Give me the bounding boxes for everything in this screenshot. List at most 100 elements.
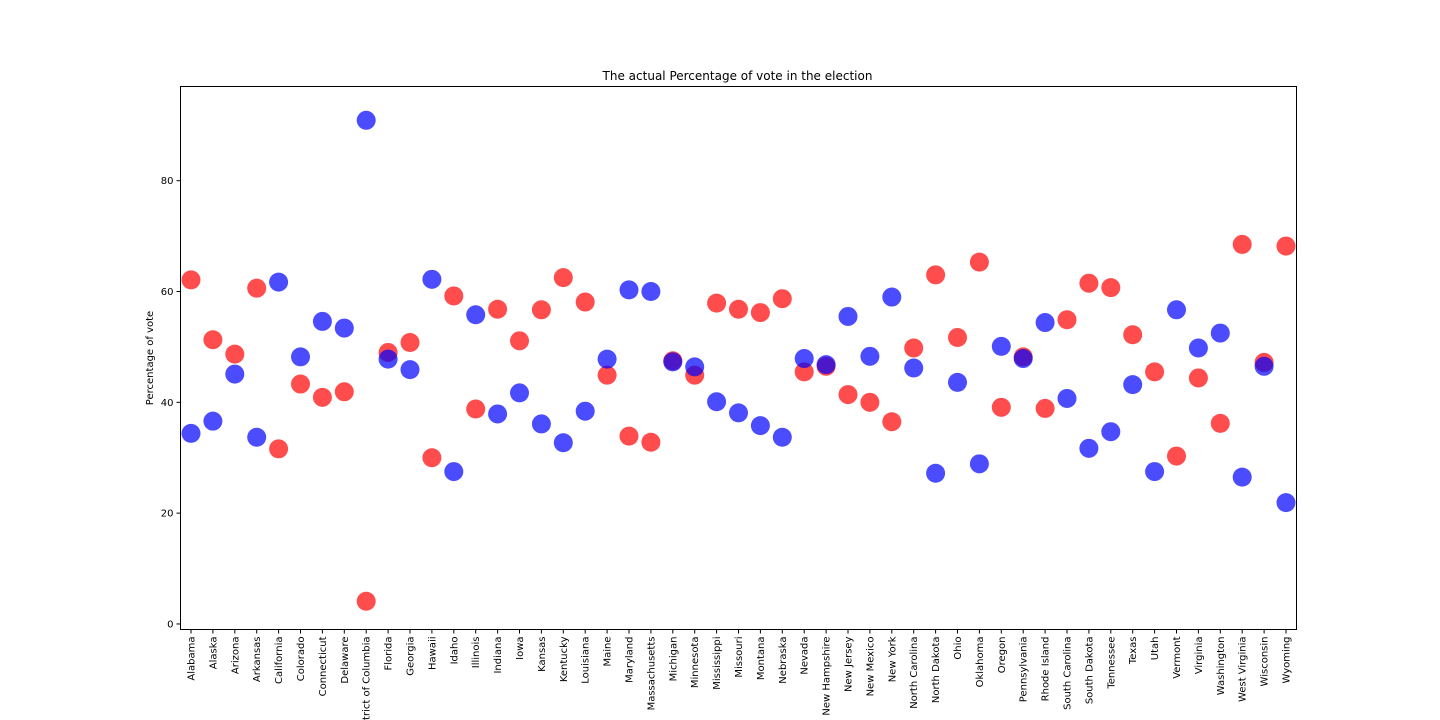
data-point (991, 336, 1011, 356)
data-point (707, 293, 727, 313)
data-point (225, 364, 245, 384)
x-tick-label: Oklahoma (975, 637, 986, 688)
data-point (1210, 413, 1230, 433)
data-point (707, 392, 727, 412)
y-tick-label: 40 (161, 398, 174, 409)
plot-frame (180, 86, 1297, 630)
x-tick-label: Arizona (230, 637, 241, 675)
data-point (794, 349, 814, 369)
data-point (1057, 310, 1077, 330)
data-point (1035, 313, 1055, 333)
data-point (750, 303, 770, 323)
data-point (400, 360, 420, 380)
x-tick-label: Kansas (537, 637, 548, 672)
x-tick-label: Oregon (997, 637, 1008, 674)
y-axis: 0 20 40 60 80 (161, 176, 181, 630)
x-tick-label: Minnesota (690, 637, 701, 689)
data-point (1210, 323, 1230, 343)
x-tick-label: Texas (1128, 637, 1139, 666)
x-tick-label: Georgia (406, 637, 417, 676)
x-tick-label: Rhode Island (1041, 637, 1052, 702)
x-tick-label: Alaska (208, 637, 219, 670)
data-point (378, 349, 398, 369)
data-point (729, 403, 748, 423)
data-point (203, 411, 223, 431)
x-tick-label: Nebraska (778, 637, 789, 684)
data-point (1101, 278, 1121, 298)
data-point (269, 272, 289, 292)
y-axis-title: Percentage of vote (145, 311, 156, 405)
x-tick-label: Connecticut (318, 636, 329, 696)
data-point (203, 330, 223, 350)
data-point (291, 374, 310, 394)
data-point (816, 355, 836, 375)
data-point (838, 306, 858, 326)
x-tick-label: Arkansas (252, 637, 263, 683)
x-tick-label: Colorado (296, 637, 307, 682)
data-point (1276, 493, 1296, 513)
x-axis: Alabama Alaska Arizona Arkansas California Co… (187, 629, 1293, 720)
x-tick-label: Florida (384, 637, 395, 671)
x-tick-label: Alabama (187, 637, 198, 681)
x-tick-label: South Carolina (1063, 637, 1074, 710)
x-tick-label: New Jersey (844, 636, 855, 692)
data-point (1013, 349, 1033, 369)
data-point (729, 299, 748, 319)
data-point (641, 282, 661, 302)
data-point (1276, 236, 1296, 256)
x-tick-label: Delaware (340, 637, 351, 684)
x-tick-label: Indiana (493, 637, 504, 674)
x-tick-label: Missouri (734, 637, 745, 678)
x-tick-label: South Dakota (1084, 637, 1095, 705)
y-tick-label: 0 (167, 619, 173, 630)
data-point (531, 300, 551, 320)
data-point (904, 338, 924, 358)
data-point (334, 382, 354, 402)
x-tick-label: Utah (1150, 637, 1161, 661)
x-tick-label: West Virginia (1238, 637, 1249, 702)
x-tick-label: Virginia (1194, 637, 1205, 675)
data-point (926, 265, 946, 285)
data-point (312, 387, 332, 407)
data-point (575, 401, 595, 421)
data-point (1101, 422, 1121, 442)
data-points (181, 110, 1296, 611)
data-point (531, 414, 551, 434)
data-point (1123, 325, 1143, 345)
y-tick-label: 20 (161, 509, 174, 520)
data-point (685, 357, 705, 377)
x-tick-label: Montana (756, 637, 767, 681)
data-point (422, 448, 442, 468)
data-point (1079, 438, 1099, 458)
data-point (553, 268, 573, 288)
data-point (247, 427, 267, 447)
data-point (510, 331, 529, 351)
data-point (904, 358, 924, 378)
data-point (488, 404, 508, 424)
x-tick-label: New Hampshire (822, 637, 833, 716)
data-point (838, 385, 858, 405)
x-tick-label: Mississippi (712, 637, 723, 690)
data-point (1188, 368, 1208, 388)
data-point (444, 286, 464, 306)
x-tick-label: Wisconsin (1260, 637, 1271, 687)
x-tick-label: North Dakota (931, 637, 942, 704)
data-point (1232, 234, 1252, 254)
data-point (860, 346, 880, 366)
data-point (926, 463, 946, 483)
x-tick-label: California (274, 637, 285, 685)
data-point (991, 397, 1011, 417)
data-point (422, 269, 442, 289)
data-point (466, 305, 486, 325)
data-point (772, 427, 792, 447)
x-tick-label: Nevada (800, 637, 811, 675)
x-tick-label: Wyoming (1282, 637, 1293, 684)
data-point (882, 412, 902, 432)
x-tick-label: Vermont (1172, 636, 1183, 678)
data-point (969, 252, 989, 272)
x-tick-label: Washington (1216, 637, 1227, 696)
data-point (663, 352, 683, 372)
data-point (269, 439, 289, 459)
data-point (510, 383, 529, 403)
